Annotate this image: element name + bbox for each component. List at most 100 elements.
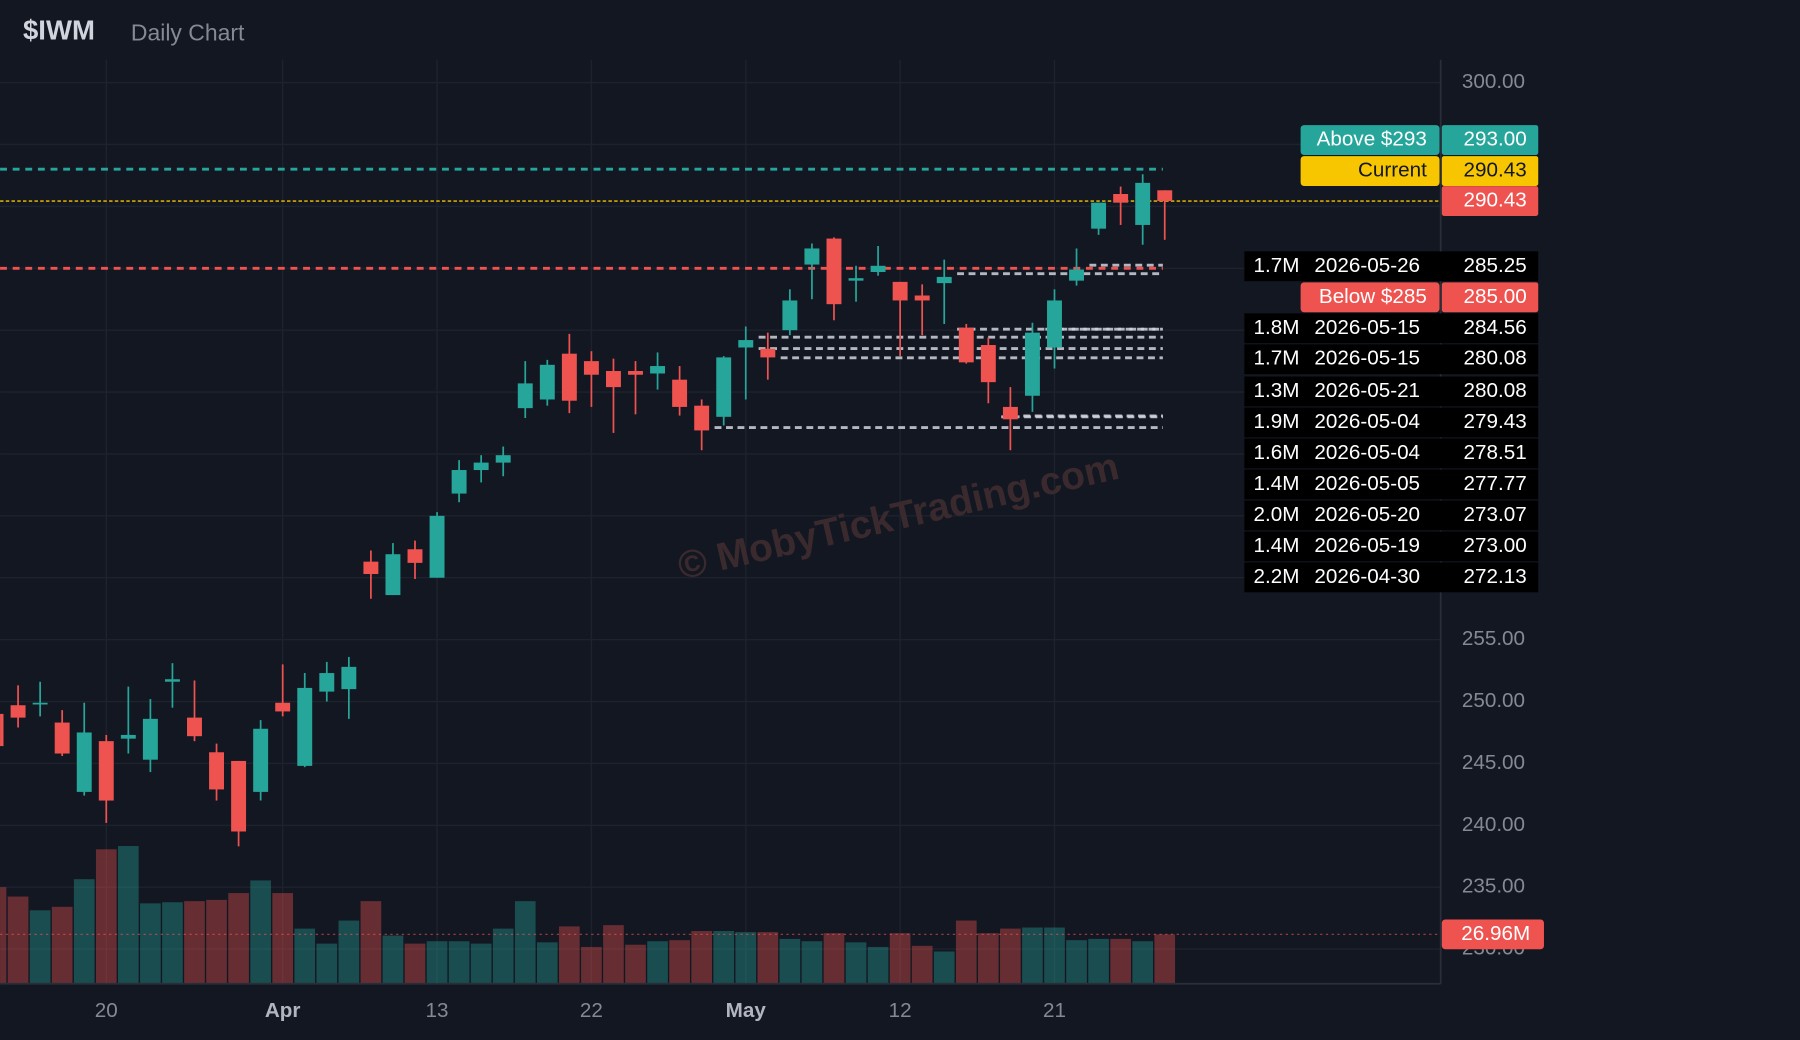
price-tags: 26.96M Above $293 293.00 Current 290.43 Below… xyxy=(1244,125,1544,950)
y-tick-label: 250.00 xyxy=(1462,689,1525,712)
candle-body xyxy=(209,752,224,790)
candle-body xyxy=(1157,190,1173,202)
volume-bar xyxy=(470,943,492,984)
candle-body xyxy=(164,679,180,682)
candle-body xyxy=(451,470,467,494)
level-volume: 1.7M xyxy=(1254,347,1300,370)
candle-body xyxy=(429,515,445,578)
candle-body xyxy=(341,666,357,690)
candles xyxy=(0,174,1173,847)
candle-body xyxy=(848,278,864,281)
level-volume: 1.4M xyxy=(1254,472,1300,495)
candle-body xyxy=(32,702,48,705)
volume-bar xyxy=(867,946,889,984)
ticker-title: $IWM xyxy=(23,14,95,45)
volume-bar xyxy=(272,893,294,984)
volume-bar xyxy=(647,941,668,984)
candle-body xyxy=(253,728,269,792)
candle-body xyxy=(716,357,732,417)
candle-body xyxy=(782,300,798,331)
candle-body xyxy=(804,248,820,265)
line-price: 290.43 xyxy=(1464,158,1527,181)
volume-bar xyxy=(1044,927,1065,984)
candle-body xyxy=(187,717,202,737)
line-price-box xyxy=(1441,282,1539,313)
candle-body xyxy=(605,371,621,388)
level-label-box xyxy=(1244,313,1539,344)
candle-body xyxy=(120,734,136,739)
candle-body xyxy=(319,673,335,692)
line-label-box xyxy=(1300,282,1440,313)
volume-bar xyxy=(823,933,845,984)
level-date: 2026-05-19 xyxy=(1314,534,1420,557)
volume-bar xyxy=(7,896,29,984)
line-price: 293.00 xyxy=(1464,127,1527,150)
volume-bar xyxy=(294,928,316,984)
volume-bar xyxy=(955,920,977,984)
candle-body xyxy=(892,281,908,301)
level-price: 277.77 xyxy=(1464,472,1527,495)
candle-body xyxy=(517,383,533,409)
level-price: 273.00 xyxy=(1464,534,1527,557)
level-label-box xyxy=(1244,531,1539,562)
volume-pane xyxy=(0,846,1441,984)
candle-body xyxy=(10,705,26,718)
candle-body xyxy=(650,366,666,374)
candle-body xyxy=(1135,182,1151,225)
volume-bar xyxy=(1110,938,1131,984)
x-tick-label: 12 xyxy=(889,999,912,1022)
x-tick-label: Apr xyxy=(265,999,301,1022)
candle-body xyxy=(0,713,4,747)
volume-bar xyxy=(228,893,249,984)
level-price: 273.07 xyxy=(1464,503,1527,526)
volume-bar xyxy=(1022,927,1043,984)
level-label-box xyxy=(1244,376,1539,407)
level-volume: 2.0M xyxy=(1254,503,1300,526)
candle-body xyxy=(583,361,599,375)
line-price-box xyxy=(1441,125,1539,155)
y-tick-label: 300.00 xyxy=(1462,70,1525,93)
x-tick-label: 20 xyxy=(95,999,118,1022)
candle-body xyxy=(363,561,379,575)
volume-bar xyxy=(73,879,95,984)
y-tick-label: 235.00 xyxy=(1462,875,1525,898)
volume-bar xyxy=(0,887,7,984)
volume-bar xyxy=(625,944,646,984)
candle-body xyxy=(231,760,247,832)
level-price: 285.25 xyxy=(1464,254,1527,277)
candle-body xyxy=(870,265,886,272)
volume-bar xyxy=(51,906,73,984)
candle-body xyxy=(738,340,754,348)
level-date: 2026-05-20 xyxy=(1314,503,1420,526)
level-date: 2026-05-04 xyxy=(1314,410,1420,433)
level-date: 2026-05-21 xyxy=(1314,379,1420,402)
volume-bar xyxy=(1132,941,1154,984)
level-price: 272.13 xyxy=(1464,565,1527,588)
volume-bar xyxy=(691,930,712,984)
subtitle: Daily Chart xyxy=(131,19,245,45)
line-label-box xyxy=(1300,156,1440,186)
x-tick-label: 13 xyxy=(426,999,449,1022)
volume-bar xyxy=(889,933,911,984)
volume-bar xyxy=(492,928,514,984)
x-tick-label: 21 xyxy=(1043,999,1066,1022)
volume-bar xyxy=(206,899,227,984)
candle-body xyxy=(1113,193,1129,203)
candle-body xyxy=(98,741,114,801)
reference-lines xyxy=(0,167,1441,430)
volume-bar xyxy=(845,942,867,984)
level-price: 279.43 xyxy=(1464,410,1527,433)
volume-bar xyxy=(603,925,624,984)
volume-bar xyxy=(382,935,404,984)
level-label-box xyxy=(1244,407,1539,438)
line-label: Above $293 xyxy=(1317,127,1427,150)
volume-bar xyxy=(911,945,933,984)
volume-bar xyxy=(581,946,602,984)
line-label: Current xyxy=(1358,158,1427,181)
level-price: 284.56 xyxy=(1464,316,1527,339)
level-label-box xyxy=(1244,469,1539,500)
volume-bar xyxy=(801,941,823,984)
volume-bar xyxy=(536,942,558,984)
volume-bar xyxy=(978,933,999,984)
candle-body xyxy=(539,364,555,400)
